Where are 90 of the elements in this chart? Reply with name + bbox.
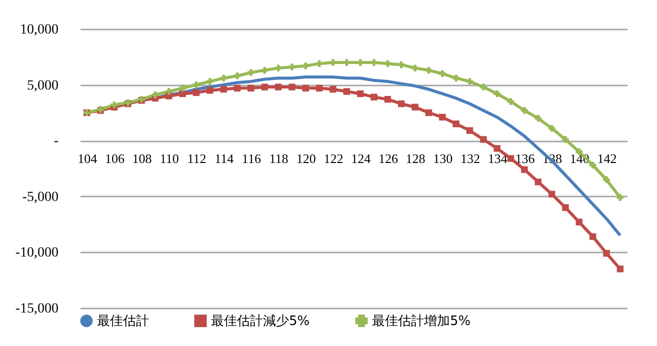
point (548, 124, 556, 132)
point (356, 90, 364, 98)
x-tick-label: 126 (378, 151, 398, 166)
point (534, 114, 542, 122)
point (166, 88, 172, 95)
legend-label: 最佳估計增加5% (372, 314, 471, 329)
point (234, 84, 241, 92)
legend-label: 最佳估計 (97, 314, 149, 329)
point (534, 178, 542, 186)
point (220, 74, 227, 82)
y-tick-label: -5,000 (22, 190, 58, 205)
point (521, 107, 528, 114)
point (384, 96, 392, 103)
point (274, 64, 282, 72)
point (548, 190, 556, 198)
point (248, 69, 254, 76)
point (480, 84, 487, 90)
point (507, 155, 514, 162)
point (274, 84, 282, 90)
point (288, 84, 296, 90)
point (261, 84, 268, 90)
point (234, 72, 241, 80)
point (220, 86, 227, 93)
x-tick-label: 112 (187, 151, 206, 166)
x-tick-label: 120 (296, 151, 316, 166)
point (603, 250, 610, 257)
point (206, 87, 214, 94)
x-tick-label: 130 (433, 151, 453, 166)
point (192, 89, 200, 96)
point (248, 84, 254, 92)
point (439, 114, 446, 121)
point (616, 266, 624, 272)
x-tick-label: 122 (324, 151, 344, 166)
point (616, 194, 624, 201)
point (152, 91, 159, 98)
x-tick-label: 142 (597, 151, 617, 166)
point (589, 162, 596, 169)
x-tick-label: 118 (269, 151, 288, 166)
point (576, 218, 582, 226)
point (480, 136, 487, 143)
point (589, 233, 596, 240)
point (398, 100, 405, 108)
point (466, 78, 474, 85)
x-tick-label: 108 (132, 151, 152, 166)
x-tick-label: 104 (78, 151, 98, 166)
point (494, 145, 500, 152)
point (425, 109, 432, 116)
point (370, 94, 378, 100)
y-tick-label: -15,000 (15, 302, 58, 316)
point (316, 84, 323, 92)
x-tick-label: 114 (214, 151, 234, 166)
point (425, 66, 432, 74)
point (466, 127, 474, 134)
point (192, 81, 200, 88)
x-tick-label: 134 (488, 151, 508, 166)
point (494, 90, 500, 98)
y-tick-label: -10,000 (15, 246, 58, 261)
point (179, 90, 186, 98)
point (412, 104, 418, 110)
point (302, 62, 309, 70)
point (384, 60, 392, 67)
x-tick-label: 136 (515, 151, 536, 166)
point (288, 64, 296, 70)
x-tick-label: 124 (351, 151, 372, 166)
x-tick-label: 132 (460, 151, 480, 166)
x-tick-label: 106 (104, 151, 125, 166)
point (412, 64, 418, 72)
point (562, 204, 569, 211)
x-tick-label: 110 (160, 151, 179, 166)
point (302, 84, 309, 92)
point (261, 66, 268, 74)
y-tick-label: 5,000 (27, 78, 58, 94)
point (452, 74, 460, 82)
y-tick-label: - (54, 134, 59, 150)
point (603, 176, 610, 184)
point (439, 70, 446, 77)
point (452, 120, 460, 128)
x-tick-label: 128 (406, 151, 426, 166)
point (330, 86, 336, 93)
point (562, 136, 569, 143)
x-tick-label: 116 (242, 151, 262, 166)
point (521, 166, 528, 173)
point (343, 88, 350, 95)
point (316, 60, 323, 67)
point (179, 84, 186, 92)
point (398, 61, 405, 68)
point (206, 78, 214, 85)
y-tick-label: 10,000 (20, 22, 58, 38)
point (507, 98, 514, 105)
legend-label: 最佳估計減少5% (211, 314, 310, 329)
